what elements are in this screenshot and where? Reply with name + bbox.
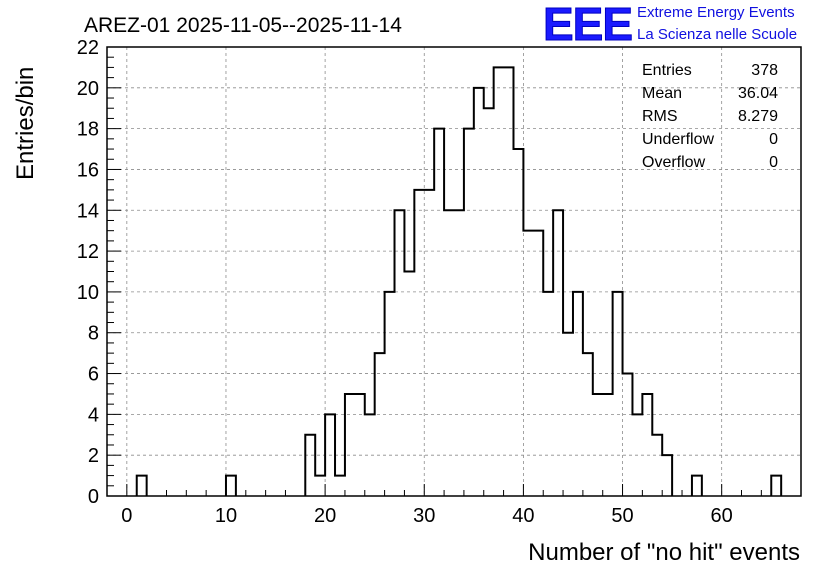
chart-title: AREZ-01 2025-11-05--2025-11-14 <box>84 14 402 37</box>
y-tick-label: 22 <box>77 37 99 59</box>
x-tick-label: 0 <box>121 505 132 527</box>
stat-label: RMS <box>642 108 678 125</box>
brand-line-1: Extreme Energy Events <box>637 4 795 21</box>
brand-line-2: La Scienza nelle Scuole <box>637 26 797 43</box>
y-tick-label: 8 <box>88 323 99 345</box>
y-tick-label: 20 <box>77 78 99 100</box>
stats-box: Entries 378 Mean 36.04 RMS 8.279 Underflow 0 Ove… <box>642 62 778 171</box>
eee-logo-text: EEE <box>543 0 632 50</box>
y-tick-label: 12 <box>77 241 99 263</box>
stat-value: 36.04 <box>738 85 778 102</box>
x-tick-label: 60 <box>711 505 733 527</box>
x-axis: 0 10 20 30 40 50 60 <box>106 484 802 527</box>
stat-label: Underflow <box>642 131 714 148</box>
histogram-bins <box>135 66 783 496</box>
x-axis-label: Number of "no hit" events <box>528 539 800 566</box>
y-tick-label: 6 <box>88 364 99 386</box>
y-tick-label: 4 <box>88 404 99 426</box>
x-tick-label: 10 <box>215 505 237 527</box>
x-tick-label: 40 <box>512 505 534 527</box>
x-tick-label: 30 <box>413 505 435 527</box>
y-tick-label: 18 <box>77 119 99 141</box>
y-axis: 0 2 4 6 8 10 12 14 16 18 20 22 <box>77 37 121 508</box>
x-tick-label: 20 <box>314 505 336 527</box>
x-tick-label: 50 <box>611 505 633 527</box>
y-tick-label: 14 <box>77 200 99 222</box>
stat-value: 0 <box>769 131 778 148</box>
y-axis-label: Entries/bin <box>12 67 39 180</box>
stat-value: 8.279 <box>738 108 778 125</box>
stat-label: Entries <box>642 62 692 79</box>
stat-value: 378 <box>751 62 778 79</box>
histogram-outline <box>135 66 783 496</box>
y-tick-label: 0 <box>88 486 99 508</box>
stat-label: Mean <box>642 85 682 102</box>
eee-logo: EEE <box>543 0 634 51</box>
stat-value: 0 <box>769 154 778 171</box>
y-tick-label: 16 <box>77 159 99 181</box>
y-tick-label: 10 <box>77 282 99 304</box>
grid-lines <box>107 47 801 496</box>
stat-label: Overflow <box>642 154 706 171</box>
y-tick-label: 2 <box>88 445 99 467</box>
